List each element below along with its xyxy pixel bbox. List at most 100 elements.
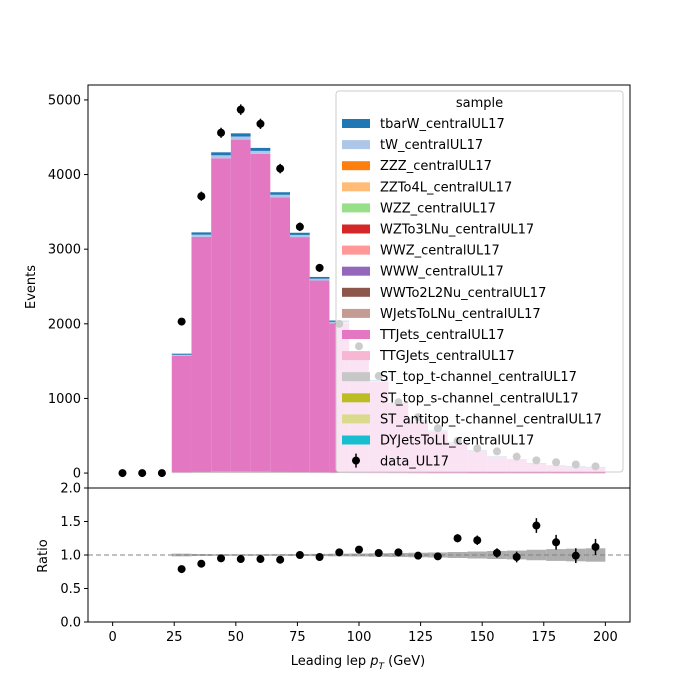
stack-bar-ttjets (309, 280, 330, 473)
data-point (276, 164, 285, 173)
stack-bar-other (309, 472, 330, 474)
stack-bar-other (408, 472, 428, 474)
stack-bar-other (565, 472, 586, 474)
legend-label: ST_top_t-channel_centralUL17 (380, 370, 577, 385)
ratio-panel: 0.0 0.5 1.0 1.5 2.0 0 25 50 75 100 125 150 175 200 R… (36, 482, 631, 672)
legend-data-marker (352, 456, 360, 465)
stack-bar-other (388, 472, 409, 474)
legend: sample tbarW_centralUL17 tW_centralUL17 ZZZ… (335, 90, 624, 473)
main-y-tick-label: 2000 (48, 317, 81, 332)
main-y-tick-label: 5000 (48, 93, 81, 108)
legend-swatch (342, 224, 370, 234)
stack-bar-tw (211, 155, 231, 159)
x-ticks: 0 25 50 75 100 125 150 175 200 (108, 622, 618, 645)
stack-bar-other (230, 471, 251, 474)
data-point (315, 263, 324, 272)
stack-bar-other (349, 472, 369, 474)
x-label-p: p (369, 654, 378, 669)
x-tick-label: 175 (531, 630, 556, 645)
stack-bar-ttjets (290, 237, 310, 473)
stack-bar-tw (171, 354, 192, 356)
ratio-point (492, 548, 501, 557)
stack-bar-other (526, 472, 547, 474)
ratio-point (433, 552, 442, 561)
main-y-tick-label: 4000 (48, 168, 81, 183)
ratio-point (355, 545, 363, 554)
main-y-tick-label: 0 (73, 467, 81, 482)
ratio-point (236, 555, 245, 564)
ratio-point (315, 553, 324, 562)
x-label-sub: T (378, 662, 385, 672)
stack-bar-tbarw (171, 353, 192, 355)
stack-bar-tw (230, 136, 251, 140)
data-point (118, 469, 127, 478)
legend-label: WJetsToLNu_centralUL17 (380, 307, 541, 322)
stack-bar-tw (270, 194, 291, 198)
legend-label: WZTo3LNu_centralUL17 (380, 223, 534, 238)
legend-label: data_UL17 (380, 455, 449, 470)
legend-swatch (342, 203, 370, 213)
ratio-band-segment (467, 551, 488, 559)
data-point (256, 119, 265, 128)
ratio-points (177, 518, 600, 574)
stack-bar-ttjets (211, 158, 231, 472)
x-tick-label: 150 (470, 630, 495, 645)
legend-swatch (342, 435, 370, 445)
stack-bar-tbarw (309, 276, 330, 279)
stack-bar-ttjets (191, 236, 212, 472)
ratio-point (217, 554, 226, 563)
main-y-label: Events (24, 265, 39, 309)
x-tick-label: 50 (228, 630, 245, 645)
stack-bar-other (467, 472, 488, 474)
ratio-y-label: Ratio (36, 539, 51, 572)
legend-label: WWZ_centralUL17 (380, 244, 500, 259)
stack-bar-ttjets (270, 197, 291, 472)
legend-label: tW_centralUL17 (380, 138, 483, 153)
stack-bar-other (211, 471, 231, 474)
stack-bar-other (270, 471, 291, 474)
legend-label: WWTo2L2Nu_centralUL17 (380, 286, 546, 301)
ratio-y-tick-label: 1.0 (60, 549, 81, 564)
data-point (197, 192, 206, 201)
ratio-point (256, 555, 265, 564)
ratio-point (512, 553, 521, 562)
legend-title: sample (456, 96, 503, 111)
stack-bar-other (506, 472, 527, 474)
stack-bar-tbarw (191, 232, 212, 235)
ratio-point (414, 551, 423, 560)
stack-bar-other (191, 471, 212, 474)
x-tick-label: 25 (166, 630, 183, 645)
ratio-point (335, 548, 344, 557)
legend-box (335, 90, 624, 473)
ratio-point (552, 538, 561, 547)
data-point (236, 105, 245, 114)
ratio-point (473, 536, 482, 545)
stack-bar-other (368, 472, 389, 474)
stack-bar-other (171, 472, 192, 474)
ratio-point (394, 548, 403, 557)
ratio-point (177, 565, 186, 574)
x-label-unit: (GeV) (384, 654, 425, 669)
legend-swatch (342, 351, 370, 361)
stack-bar-tbarw (230, 133, 251, 137)
data-point (138, 469, 147, 478)
legend-swatch (342, 161, 370, 171)
legend-swatch (342, 414, 370, 424)
stack-bar-tbarw (270, 192, 291, 195)
stack-bar-other (487, 472, 507, 474)
data-point (177, 317, 186, 326)
stack-bar-other (585, 472, 606, 474)
legend-swatch (342, 372, 370, 382)
main-y-ticks: 0 1000 2000 3000 4000 5000 (48, 93, 88, 482)
stack-bar-ttjets (171, 355, 192, 473)
legend-swatch (342, 308, 370, 318)
ratio-point (453, 534, 462, 543)
legend-label: ZZZ_centralUL17 (380, 159, 492, 174)
x-tick-label: 0 (108, 630, 116, 645)
legend-label: WWW_centralUL17 (380, 265, 504, 280)
ratio-point (197, 559, 206, 568)
ratio-y-tick-label: 0.0 (60, 616, 81, 631)
ratio-band-segment (349, 553, 369, 557)
legend-label: TTJets_centralUL17 (379, 328, 505, 343)
ratio-y-tick-label: 1.5 (60, 515, 81, 530)
